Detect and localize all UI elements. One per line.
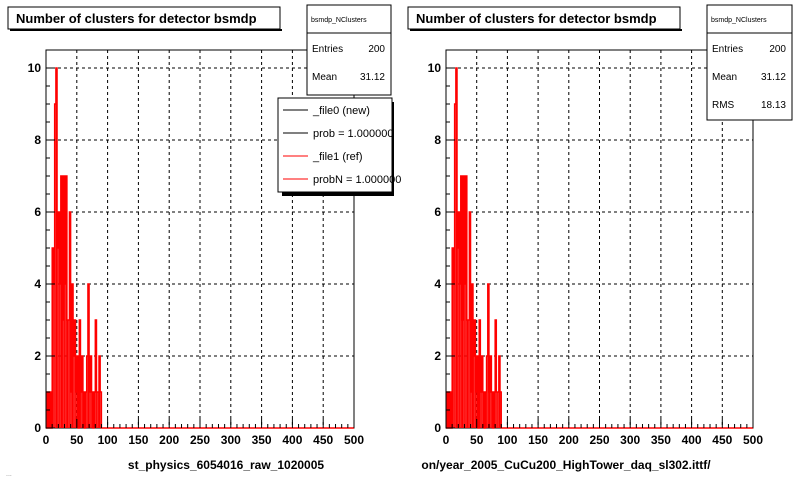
stats-entries-label: Entries <box>712 44 743 55</box>
histogram-series-ref <box>446 67 753 429</box>
stats-rms-label: RMS <box>712 100 735 111</box>
y-tick-label: 0 <box>434 421 441 435</box>
y-tick-label: 4 <box>434 277 441 291</box>
x-tick-label: 300 <box>221 433 241 447</box>
x-tick-label: 300 <box>620 433 640 447</box>
y-tick-label: 6 <box>34 205 41 219</box>
x-tick-label: 250 <box>589 433 609 447</box>
title-shadow <box>410 29 682 31</box>
stats-name: bsmdp_NClusters <box>711 17 767 24</box>
stats-mean-label: Mean <box>312 72 337 83</box>
stats-name: bsmdp_NClusters <box>311 17 367 24</box>
x-tick-label: 0 <box>43 433 50 447</box>
x-tick-label: 150 <box>128 433 148 447</box>
axes: 0 50 100 150 200 250 300 350 400 450 500 0 2 4 6 8 10 <box>428 49 763 447</box>
x-tick-label: 250 <box>190 433 210 447</box>
left-histogram-panel: 0 50 100 150 200 250 300 350 400 450 500 0 2 4 6 8 10 Nu… <box>7 4 401 472</box>
y-tick-label: 0 <box>34 421 41 435</box>
chart-title: Number of clusters for detector bsmdp <box>416 11 657 26</box>
x-tick-label: 450 <box>712 433 732 447</box>
x-tick-label: 50 <box>70 433 84 447</box>
x-tick-label: 200 <box>159 433 179 447</box>
stats-mean-label: Mean <box>712 72 737 83</box>
stats-mean-value: 31.12 <box>360 72 385 83</box>
x-tick-label: 450 <box>313 433 333 447</box>
legend-entry-prob: prob = 1.000000 <box>313 128 393 140</box>
x-tick-label: 500 <box>344 433 364 447</box>
x-tick-label: 0 <box>443 433 450 447</box>
x-tick-label: 400 <box>682 433 702 447</box>
x-tick-label: 350 <box>651 433 671 447</box>
y-tick-label: 2 <box>34 349 41 363</box>
y-tick-label: 6 <box>434 205 441 219</box>
stats-mean-value: 31.12 <box>761 72 786 83</box>
stats-entries-value: 200 <box>769 44 786 55</box>
stats-entries-value: 200 <box>368 44 385 55</box>
y-tick-label: 10 <box>428 61 442 75</box>
y-tick-label: 10 <box>28 61 42 75</box>
y-tick-label: 8 <box>34 133 41 147</box>
legend-entry-new: _file0 (new) <box>312 105 370 117</box>
stats-box[interactable] <box>306 4 392 96</box>
right-histogram-panel: 0 50 100 150 200 250 300 350 400 450 500 0 2 4 6 8 10 Nu… <box>407 4 793 472</box>
axes: 0 50 100 150 200 250 300 350 400 450 500 0 2 4 6 8 10 <box>28 49 364 447</box>
x-tick-label: 400 <box>282 433 302 447</box>
x-axis-label: on/year_2005_CuCu200_HighTower_daq_sl302… <box>421 458 711 472</box>
chart-title: Number of clusters for detector bsmdp <box>16 11 257 26</box>
x-tick-label: 150 <box>528 433 548 447</box>
legend-entry-probn: probN = 1.000000 <box>313 174 401 186</box>
x-tick-label: 500 <box>743 433 763 447</box>
stats-box[interactable] <box>706 4 793 121</box>
stats-rms-value: 18.13 <box>761 100 786 111</box>
y-tick-label: 8 <box>434 133 441 147</box>
title-shadow <box>10 29 282 31</box>
x-tick-label: 200 <box>559 433 579 447</box>
histogram-series-ref <box>46 67 354 429</box>
y-tick-label: 2 <box>434 349 441 363</box>
x-tick-label: 50 <box>470 433 484 447</box>
stats-entries-label: Entries <box>312 44 343 55</box>
legend-entry-ref: _file1 (ref) <box>312 151 363 163</box>
x-tick-label: 100 <box>497 433 517 447</box>
y-tick-label: 4 <box>34 277 41 291</box>
footer-text: ... <box>6 471 12 478</box>
x-tick-label: 100 <box>98 433 118 447</box>
x-tick-label: 350 <box>252 433 272 447</box>
x-axis-label: st_physics_6054016_raw_1020005 <box>128 458 324 472</box>
legend-box[interactable] <box>277 97 393 193</box>
